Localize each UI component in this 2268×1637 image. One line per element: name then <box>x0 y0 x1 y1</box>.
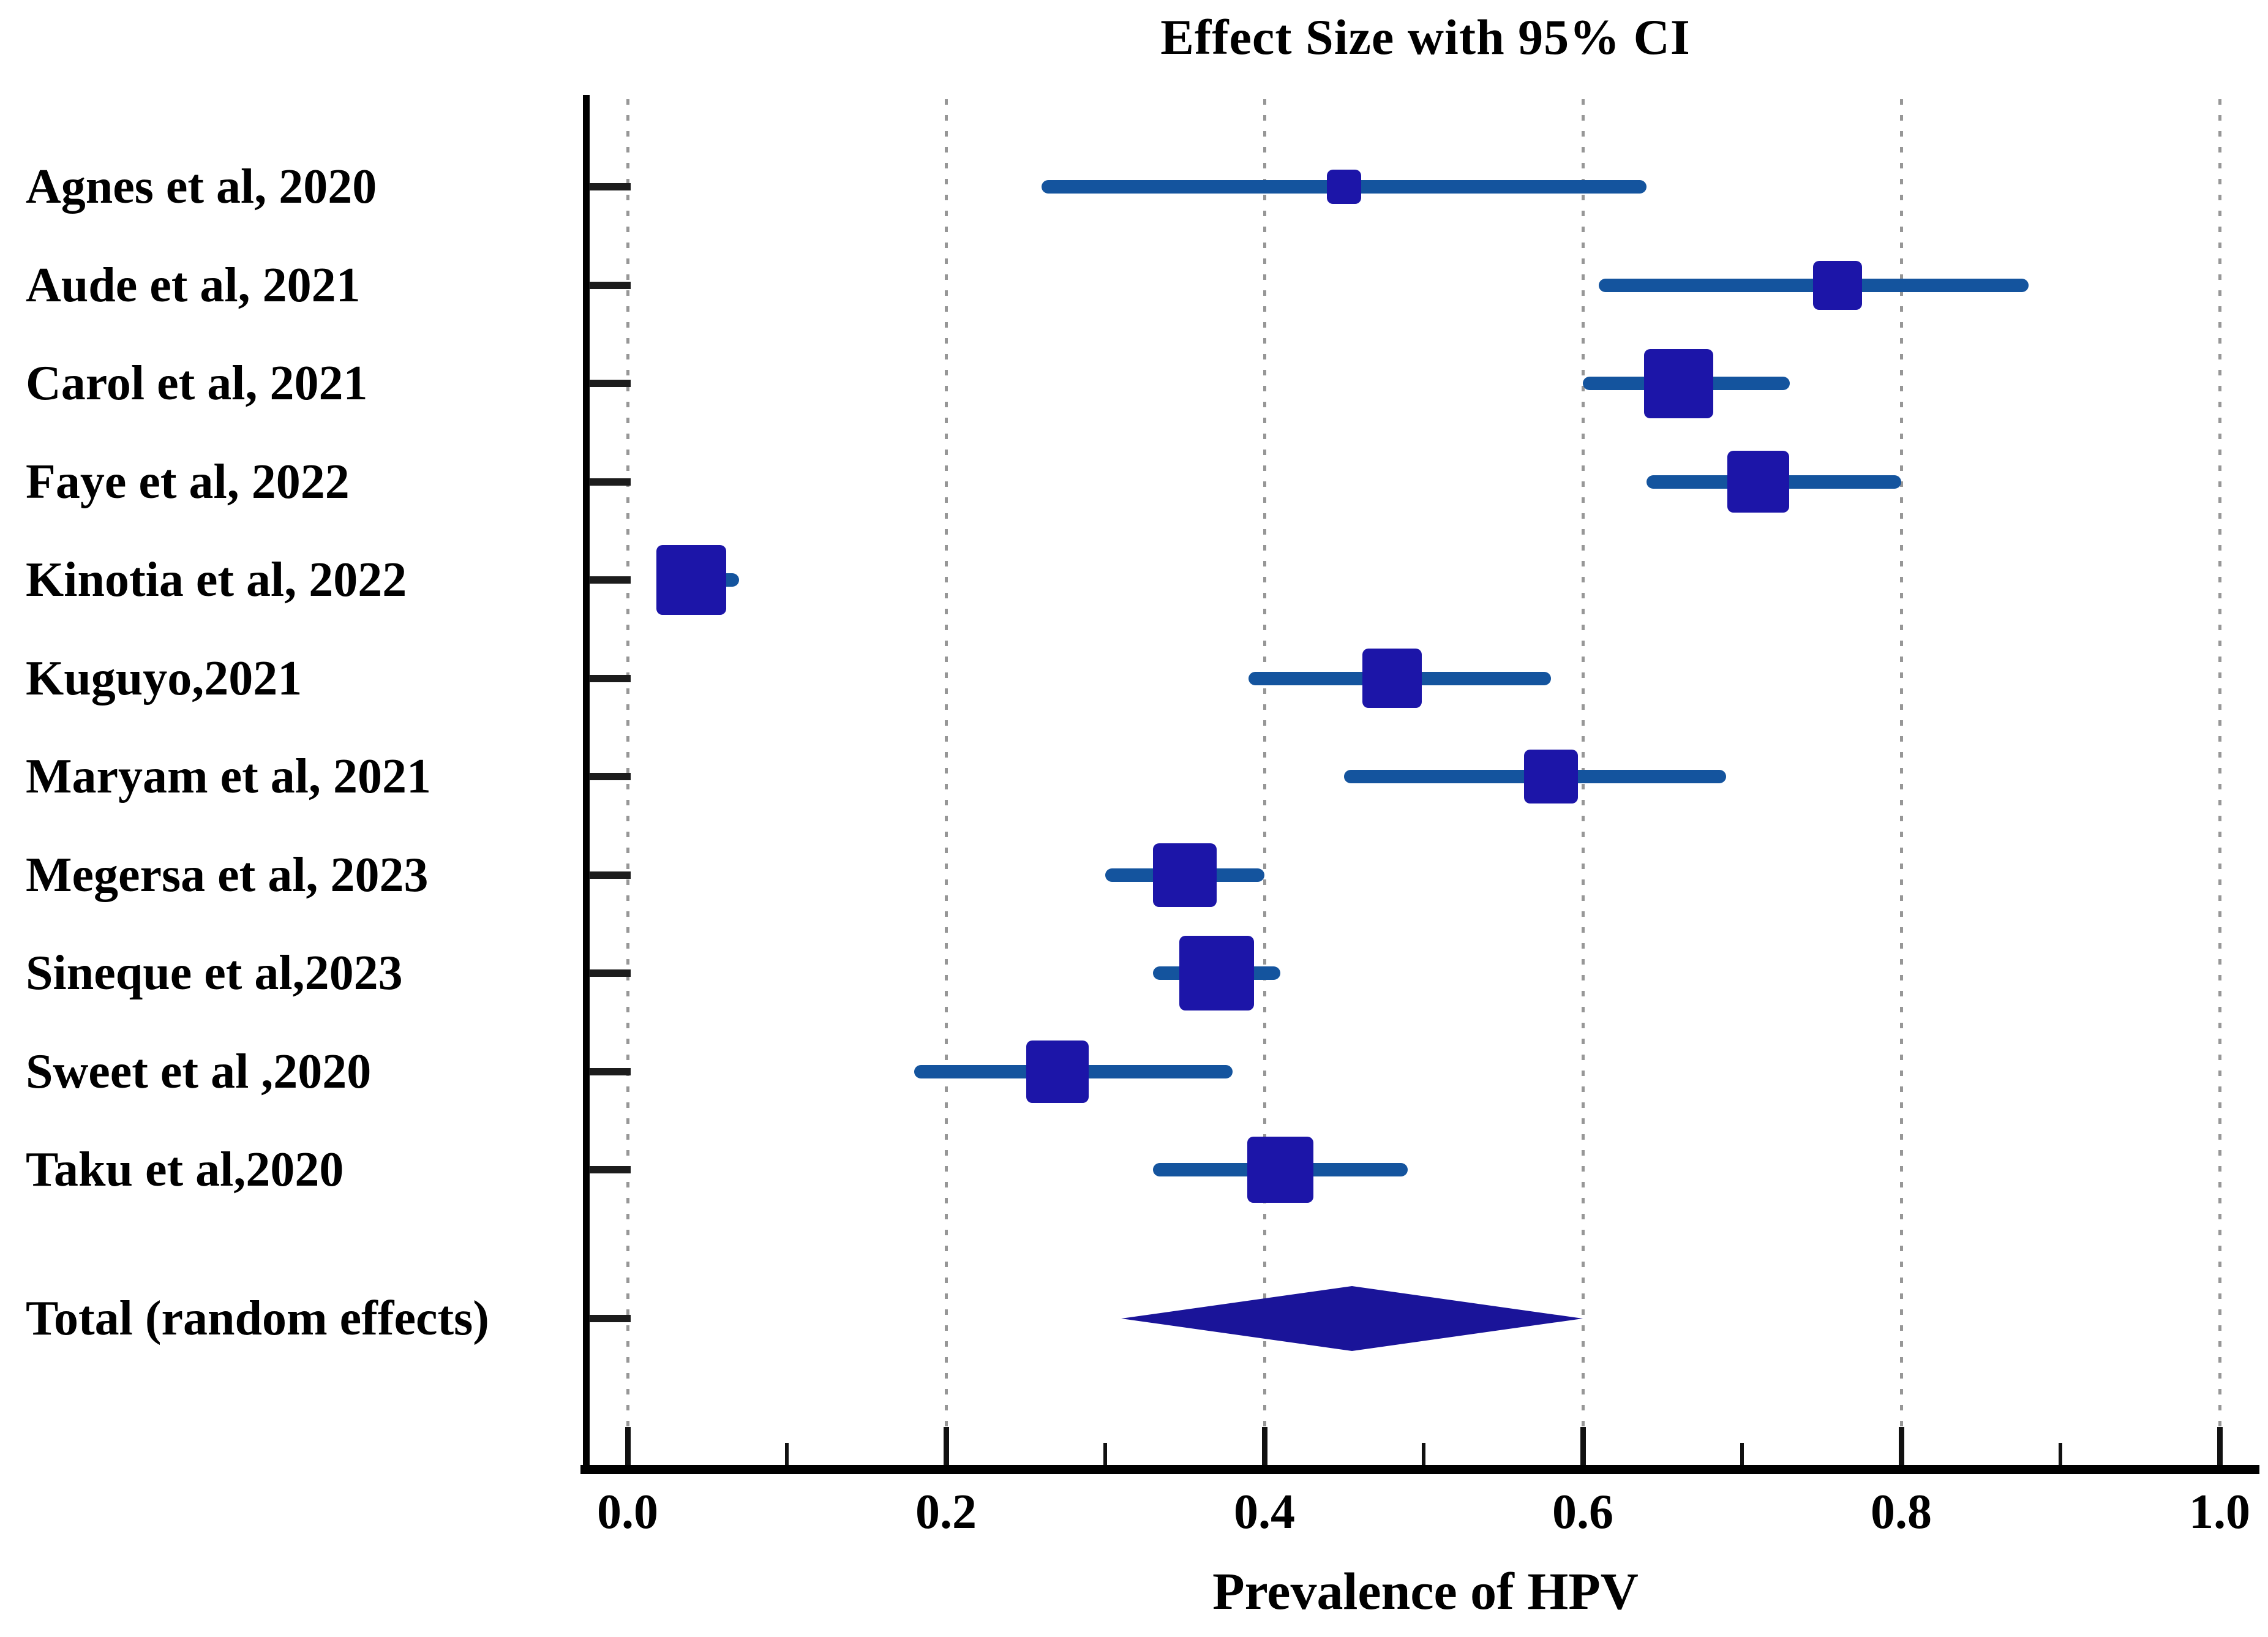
estimate-square <box>1813 260 1862 310</box>
x-axis-tick-label: 0.8 <box>1871 1485 1932 1539</box>
estimate-square <box>1643 348 1713 418</box>
study-label: Sineque et al,2023 <box>26 946 403 1000</box>
x-axis-major-tick <box>625 1427 631 1465</box>
x-axis-minor-tick <box>785 1443 789 1465</box>
estimate-square <box>656 545 726 615</box>
x-axis-major-tick <box>944 1427 949 1465</box>
study-label: Megersa et al, 2023 <box>26 848 429 902</box>
y-axis-row-tick <box>589 674 631 682</box>
vertical-gridline <box>1263 99 1266 1464</box>
study-label: Kinotia et al, 2022 <box>26 553 407 607</box>
estimate-square <box>1153 843 1217 907</box>
estimate-square <box>1179 936 1254 1010</box>
x-axis-tick-label: 0.0 <box>597 1485 658 1539</box>
y-axis-row-tick <box>589 871 631 879</box>
x-axis-minor-tick <box>1422 1443 1425 1465</box>
x-axis-tick-label: 0.6 <box>1552 1485 1613 1539</box>
vertical-gridline <box>944 99 948 1464</box>
x-axis-minor-tick <box>2059 1443 2062 1465</box>
estimate-square <box>1026 1040 1089 1103</box>
y-axis-line <box>583 95 590 1473</box>
estimate-square <box>1327 170 1361 204</box>
x-axis-tick-label: 0.4 <box>1234 1485 1295 1539</box>
x-axis-minor-tick <box>1103 1443 1107 1465</box>
y-axis-row-tick <box>589 183 631 190</box>
y-axis-row-tick <box>589 773 631 780</box>
x-axis-minor-tick <box>1740 1443 1744 1465</box>
x-axis-tick-label: 1.0 <box>2189 1485 2250 1539</box>
chart-title: Effect Size with 95% CI <box>1160 9 1691 65</box>
x-axis-major-tick <box>1262 1427 1267 1465</box>
vertical-gridline <box>2218 99 2221 1464</box>
estimate-square <box>1524 750 1578 803</box>
y-axis-row-tick <box>589 969 631 977</box>
study-label: Taku et al,2020 <box>26 1143 344 1197</box>
study-label: Sweet et al ,2020 <box>26 1044 372 1099</box>
vertical-gridline <box>1899 99 1903 1464</box>
x-axis-label: Prevalence of HPV <box>1212 1562 1639 1620</box>
y-axis-row-tick <box>589 380 631 387</box>
y-axis-row-tick <box>589 1166 631 1173</box>
x-axis-tick-label: 0.2 <box>915 1485 977 1539</box>
y-axis-row-tick <box>589 1067 631 1075</box>
y-axis-row-tick <box>589 281 631 289</box>
y-axis-row-tick <box>589 1315 631 1322</box>
x-axis-major-tick <box>1899 1427 1904 1465</box>
study-label: Faye et al, 2022 <box>26 454 350 509</box>
estimate-square <box>1247 1137 1313 1203</box>
x-axis-major-tick <box>2217 1427 2223 1465</box>
estimate-square <box>1362 649 1422 708</box>
x-axis-line <box>580 1465 2259 1474</box>
study-label: Carol et al, 2021 <box>26 356 368 410</box>
total-diamond-shape <box>1121 1286 1583 1351</box>
study-label: Agnes et al, 2020 <box>26 160 377 214</box>
y-axis-row-tick <box>589 576 631 584</box>
study-label: Kuguyo,2021 <box>26 651 302 706</box>
study-label: Aude et al, 2021 <box>26 258 361 312</box>
x-axis-major-tick <box>1580 1427 1586 1465</box>
study-label: Maryam et al, 2021 <box>26 750 432 803</box>
vertical-gridline <box>626 99 629 1464</box>
total-diamond <box>1121 1286 1583 1351</box>
estimate-square <box>1727 451 1789 513</box>
total-label: Total (random effects) <box>26 1292 489 1345</box>
y-axis-row-tick <box>589 478 631 486</box>
